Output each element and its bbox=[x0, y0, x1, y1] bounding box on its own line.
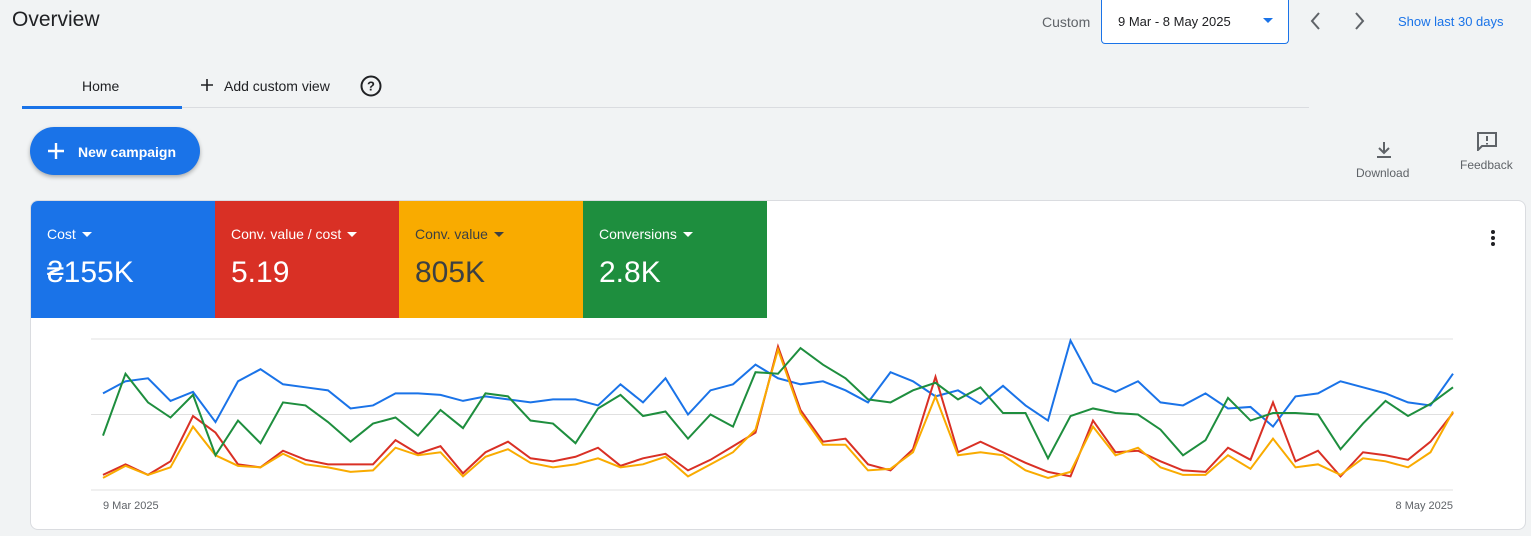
show-last-link[interactable]: Show last 30 days bbox=[1398, 14, 1504, 29]
date-label: Custom bbox=[1042, 14, 1091, 30]
scorecard-header: Conv. value / cost bbox=[231, 226, 358, 242]
scorecards: Cost ₴155K Conv. value / cost 5.19 Conv. val… bbox=[31, 201, 767, 318]
metric-total: 2.8K bbox=[599, 256, 661, 289]
download-icon bbox=[1377, 142, 1391, 158]
more-icon[interactable] bbox=[1488, 228, 1498, 248]
x-tick-label: 8 May 2025 bbox=[1396, 500, 1453, 512]
scorecard-header: Cost bbox=[47, 226, 92, 242]
tab-divider bbox=[22, 107, 1309, 108]
metric-total: 5.19 bbox=[231, 256, 290, 289]
x-tick-label: 9 Mar 2025 bbox=[103, 500, 159, 512]
tab[interactable]: Add custom view bbox=[224, 78, 330, 94]
metric-name: Conversions bbox=[599, 226, 677, 242]
series-line bbox=[102, 346, 1454, 479]
scorecard[interactable]: Conv. value 805K bbox=[399, 201, 583, 318]
page-title: Overview bbox=[12, 8, 100, 31]
chart: 9 Mar 2025 8 May 2025 bbox=[91, 337, 1454, 512]
button-label: New campaign bbox=[78, 144, 177, 160]
date-picker[interactable]: 9 Mar - 8 May 2025 bbox=[1101, 0, 1289, 44]
scorecard-header: Conversions bbox=[599, 226, 693, 242]
dropdown-arrow bbox=[682, 231, 693, 237]
scorecard[interactable]: Cost ₴155K bbox=[31, 201, 215, 318]
action[interactable]: Download bbox=[1356, 166, 1410, 180]
metric-name: Conv. value bbox=[415, 226, 488, 242]
svg-text:?: ? bbox=[367, 78, 375, 93]
chart-card: Cost ₴155K Conv. value / cost 5.19 Conv. val… bbox=[30, 200, 1526, 530]
dropdown-arrow bbox=[1263, 18, 1273, 23]
tab[interactable]: Home bbox=[82, 78, 120, 94]
help-icon[interactable]: ? bbox=[359, 74, 383, 98]
feedback-icon bbox=[1477, 132, 1497, 151]
new-campaign-button[interactable]: New campaign bbox=[30, 127, 200, 175]
dropdown-arrow bbox=[81, 231, 92, 237]
plus-icon bbox=[201, 79, 213, 91]
metric-total: ₴155K bbox=[47, 256, 134, 289]
scorecard[interactable]: Conv. value / cost 5.19 bbox=[215, 201, 399, 318]
scorecard[interactable]: Conversions 2.8K bbox=[583, 201, 767, 318]
metric-name: Cost bbox=[47, 226, 76, 242]
series-line bbox=[102, 346, 1454, 461]
nav-arrows[interactable] bbox=[1305, 11, 1375, 31]
series-line bbox=[102, 337, 1454, 429]
date-range: 9 Mar - 8 May 2025 bbox=[1118, 14, 1231, 29]
action[interactable]: Feedback bbox=[1460, 158, 1513, 172]
plus-icon bbox=[48, 143, 64, 159]
dropdown-arrow bbox=[493, 231, 504, 237]
scorecard-header: Conv. value bbox=[415, 226, 504, 242]
dropdown-arrow bbox=[347, 231, 358, 237]
metric-total: 805K bbox=[415, 256, 486, 289]
tab-indicator bbox=[22, 106, 182, 109]
metric-name: Conv. value / cost bbox=[231, 226, 342, 242]
series-line bbox=[102, 343, 1454, 478]
